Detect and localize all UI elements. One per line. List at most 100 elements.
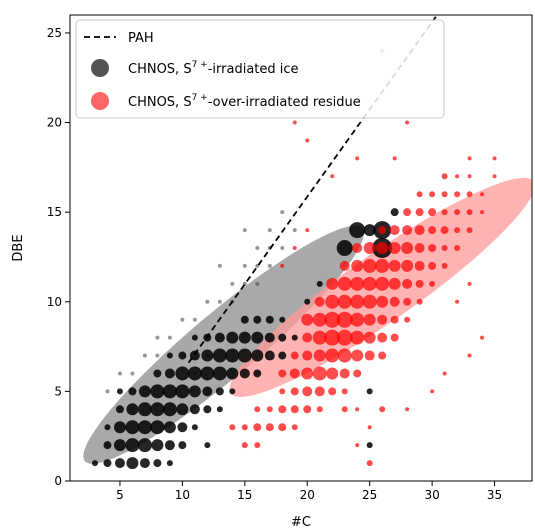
point-over-irradiated-residue: [302, 386, 313, 397]
point-over-irradiated-residue: [363, 242, 376, 254]
point-over-irradiated-residue: [429, 280, 436, 287]
point-irradiated-ice: [215, 387, 224, 396]
point-irradiated-ice: [239, 368, 250, 379]
point-over-irradiated-residue: [241, 442, 248, 449]
point-over-irradiated-residue: [305, 138, 310, 143]
point-over-irradiated-residue: [402, 225, 413, 236]
point-over-irradiated-residue: [362, 276, 377, 291]
point-over-irradiated-residue: [454, 245, 461, 251]
point-over-irradiated-residue: [389, 296, 400, 307]
legend-label-2: CHNOS, S7 +-over-irradiated residue: [128, 93, 361, 110]
point-irradiated-ice: [279, 316, 286, 323]
point-over-irradiated-residue: [313, 349, 326, 362]
point-over-irradiated-residue: [480, 335, 485, 340]
point-over-irradiated-residue: [265, 423, 274, 432]
point-over-irradiated-residue: [326, 367, 339, 380]
point-over-irradiated-residue: [280, 263, 285, 268]
x-axis-label: #C: [291, 515, 311, 530]
point-over-irradiated-residue: [376, 295, 389, 308]
point-over-irradiated-residue: [316, 406, 323, 413]
point-irradiated-ice: [91, 460, 98, 467]
point-over-irradiated-residue: [363, 331, 376, 344]
point-irradiated-ice: [204, 442, 211, 449]
faint-point: [105, 389, 110, 394]
point-over-irradiated-residue: [388, 259, 401, 272]
point-over-irradiated-residue: [467, 353, 472, 358]
point-over-irradiated-residue: [366, 460, 373, 467]
point-over-irradiated-residue: [441, 173, 448, 180]
point-over-irradiated-residue: [278, 405, 287, 414]
point-over-irradiated-residue: [351, 259, 364, 272]
point-over-irradiated-residue: [467, 156, 472, 161]
point-over-irradiated-residue: [378, 226, 387, 235]
point-over-irradiated-residue: [325, 348, 340, 363]
point-over-irradiated-residue: [415, 279, 424, 288]
point-over-irradiated-residue: [402, 278, 413, 289]
point-over-irradiated-residue: [430, 389, 435, 394]
point-over-irradiated-residue: [428, 244, 437, 252]
point-over-irradiated-residue: [324, 329, 341, 346]
y-tick-label: 5: [54, 384, 62, 398]
point-over-irradiated-residue: [480, 192, 485, 197]
point-irradiated-ice: [175, 384, 190, 399]
point-over-irradiated-residue: [454, 191, 461, 198]
point-irradiated-ice: [177, 422, 188, 433]
faint-point: [167, 335, 172, 340]
faint-point: [267, 263, 272, 268]
point-over-irradiated-residue: [390, 333, 399, 342]
point-over-irradiated-residue: [350, 276, 365, 291]
faint-point: [130, 371, 135, 376]
point-over-irradiated-residue: [289, 368, 300, 379]
point-over-irradiated-residue: [229, 424, 236, 431]
point-over-irradiated-residue: [355, 407, 360, 412]
point-irradiated-ice: [201, 349, 214, 362]
point-over-irradiated-residue: [314, 386, 325, 397]
point-over-irradiated-residue: [350, 312, 365, 327]
point-over-irradiated-residue: [376, 242, 389, 254]
point-irradiated-ice: [264, 350, 275, 361]
point-irradiated-ice: [113, 421, 126, 434]
y-tick-label: 20: [47, 116, 62, 130]
point-over-irradiated-residue: [441, 191, 448, 198]
point-irradiated-ice: [116, 388, 123, 395]
point-irradiated-ice: [278, 351, 287, 360]
point-irradiated-ice: [115, 405, 124, 414]
point-irradiated-ice: [203, 405, 212, 414]
point-irradiated-ice: [150, 420, 165, 435]
point-irradiated-ice: [238, 331, 251, 344]
point-over-irradiated-residue: [441, 245, 448, 251]
point-over-irradiated-residue: [339, 368, 350, 379]
x-tick-label: 10: [175, 488, 190, 502]
point-irradiated-ice: [366, 388, 373, 395]
point-over-irradiated-residue: [401, 242, 414, 254]
point-over-irradiated-residue: [290, 351, 299, 360]
point-over-irradiated-residue: [364, 350, 375, 361]
point-over-irradiated-residue: [328, 387, 337, 396]
faint-point: [180, 317, 185, 322]
faint-point: [280, 246, 285, 250]
point-irradiated-ice: [151, 439, 164, 452]
point-irradiated-ice: [304, 298, 311, 305]
point-irradiated-ice: [137, 438, 152, 453]
point-irradiated-ice: [188, 385, 201, 398]
plot-frame: [69, 14, 533, 482]
point-over-irradiated-residue: [414, 243, 425, 253]
point-irradiated-ice: [253, 369, 262, 378]
legend-marker-2: [91, 92, 109, 110]
point-irradiated-ice: [349, 222, 366, 239]
point-irradiated-ice: [162, 402, 177, 417]
point-irradiated-ice: [214, 332, 225, 343]
point-over-irradiated-residue: [253, 423, 262, 432]
point-irradiated-ice: [164, 368, 175, 379]
point-over-irradiated-residue: [401, 259, 414, 272]
point-over-irradiated-residue: [414, 225, 425, 236]
point-irradiated-ice: [175, 366, 190, 381]
point-irradiated-ice: [191, 334, 198, 341]
point-over-irradiated-residue: [441, 262, 448, 269]
x-tick-label: 20: [300, 488, 315, 502]
point-over-irradiated-residue: [388, 277, 401, 290]
point-over-irradiated-residue: [404, 316, 411, 323]
point-over-irradiated-residue: [416, 191, 423, 198]
point-irradiated-ice: [114, 458, 125, 469]
point-irradiated-ice: [103, 441, 112, 450]
